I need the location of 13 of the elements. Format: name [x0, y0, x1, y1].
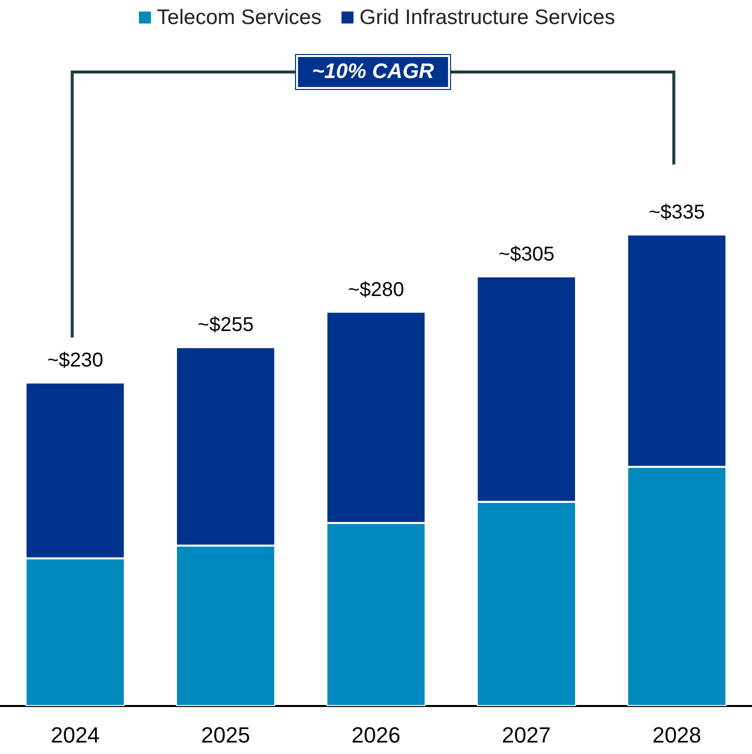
annotation: ~$305: [498, 243, 554, 266]
x-tick-label: 2025: [201, 722, 250, 748]
legend-label: Telecom Services: [156, 6, 322, 29]
x-tick-label: 2026: [352, 722, 400, 748]
annotation: ~$280: [348, 278, 404, 301]
legend-label: Grid Infrastructure Services: [359, 6, 616, 29]
x-tick-label: 2024: [50, 722, 100, 748]
text: ~10% CAGR: [296, 55, 450, 89]
annotation: ~$255: [198, 314, 254, 336]
annotation: ~$335: [648, 201, 705, 224]
x-tick-label: 2028: [652, 722, 702, 748]
x-tick-label: 2027: [502, 722, 551, 748]
annotation: ~$230: [47, 350, 104, 372]
